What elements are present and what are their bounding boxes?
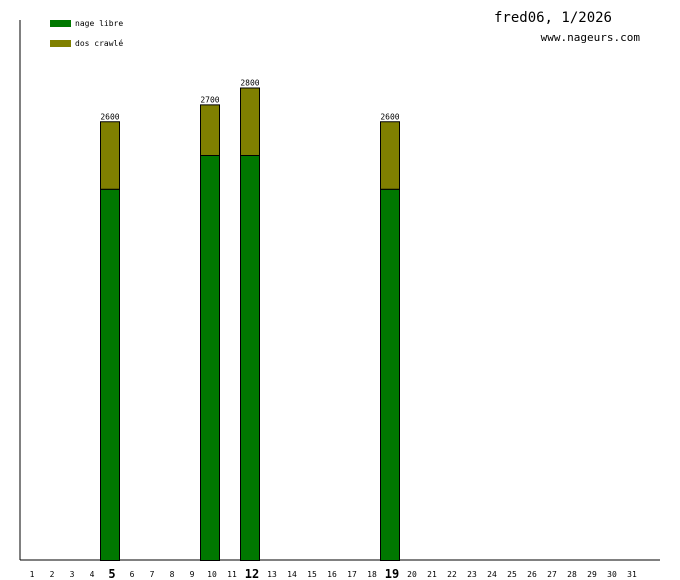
site-url: www.nageurs.com xyxy=(541,31,641,44)
bar-day-19-series-2 xyxy=(380,121,400,190)
x-tick-27: 27 xyxy=(547,570,557,579)
bar-day-19-series-1 xyxy=(380,188,400,561)
bar-day-10-series-1 xyxy=(200,155,220,561)
x-tick-14: 14 xyxy=(287,570,297,579)
x-tick-8: 8 xyxy=(170,570,175,579)
total-labels-group: 2600 2700 2800 2600 xyxy=(100,79,399,122)
x-tick-labels-group: 1 2 3 4 5 6 7 8 9 10 11 12 13 14 15 16 17 18 19 20 21 22 23 24 2… xyxy=(30,567,637,580)
x-tick-11: 11 xyxy=(227,570,237,579)
total-label-day-10: 2700 xyxy=(200,95,219,104)
legend-label-1: nage libre xyxy=(75,19,123,28)
x-tick-22: 22 xyxy=(447,570,457,579)
x-tick-20: 20 xyxy=(407,570,417,579)
x-tick-10: 10 xyxy=(207,570,217,579)
x-tick-4: 4 xyxy=(90,570,95,579)
total-label-day-19: 2600 xyxy=(380,112,399,121)
x-tick-5: 5 xyxy=(108,567,115,580)
x-tick-12: 12 xyxy=(245,567,259,580)
x-tick-3: 3 xyxy=(70,570,75,579)
legend-swatch-1 xyxy=(50,20,71,27)
x-tick-24: 24 xyxy=(487,570,497,579)
x-tick-25: 25 xyxy=(507,570,517,579)
x-tick-7: 7 xyxy=(150,570,155,579)
legend: nage libre dos crawlé xyxy=(50,19,123,48)
x-tick-13: 13 xyxy=(267,570,277,579)
x-tick-1: 1 xyxy=(30,570,35,579)
bar-day-5-series-1 xyxy=(100,188,120,561)
bar-day-10-series-2 xyxy=(200,104,220,156)
x-tick-21: 21 xyxy=(427,570,437,579)
bars-group xyxy=(100,87,400,561)
x-tick-18: 18 xyxy=(367,570,377,579)
x-tick-30: 30 xyxy=(607,570,617,579)
x-tick-9: 9 xyxy=(190,570,195,579)
x-tick-26: 26 xyxy=(527,570,537,579)
x-tick-31: 31 xyxy=(627,570,637,579)
x-tick-2: 2 xyxy=(50,570,55,579)
legend-swatch-2 xyxy=(50,40,71,47)
chart-title: fred06, 1/2026 xyxy=(494,10,612,26)
x-tick-19: 19 xyxy=(385,567,399,580)
x-tick-29: 29 xyxy=(587,570,597,579)
bar-day-5-series-2 xyxy=(100,121,120,190)
total-label-day-12: 2800 xyxy=(240,79,259,88)
x-tick-23: 23 xyxy=(467,570,477,579)
bar-day-12-series-2 xyxy=(240,87,260,156)
legend-label-2: dos crawlé xyxy=(75,38,123,48)
x-tick-16: 16 xyxy=(327,570,337,579)
total-label-day-5: 2600 xyxy=(100,112,119,121)
x-tick-17: 17 xyxy=(347,570,357,579)
x-tick-28: 28 xyxy=(567,570,577,579)
x-tick-15: 15 xyxy=(307,570,317,579)
x-tick-6: 6 xyxy=(130,570,135,579)
bar-day-12-series-1 xyxy=(240,155,260,561)
